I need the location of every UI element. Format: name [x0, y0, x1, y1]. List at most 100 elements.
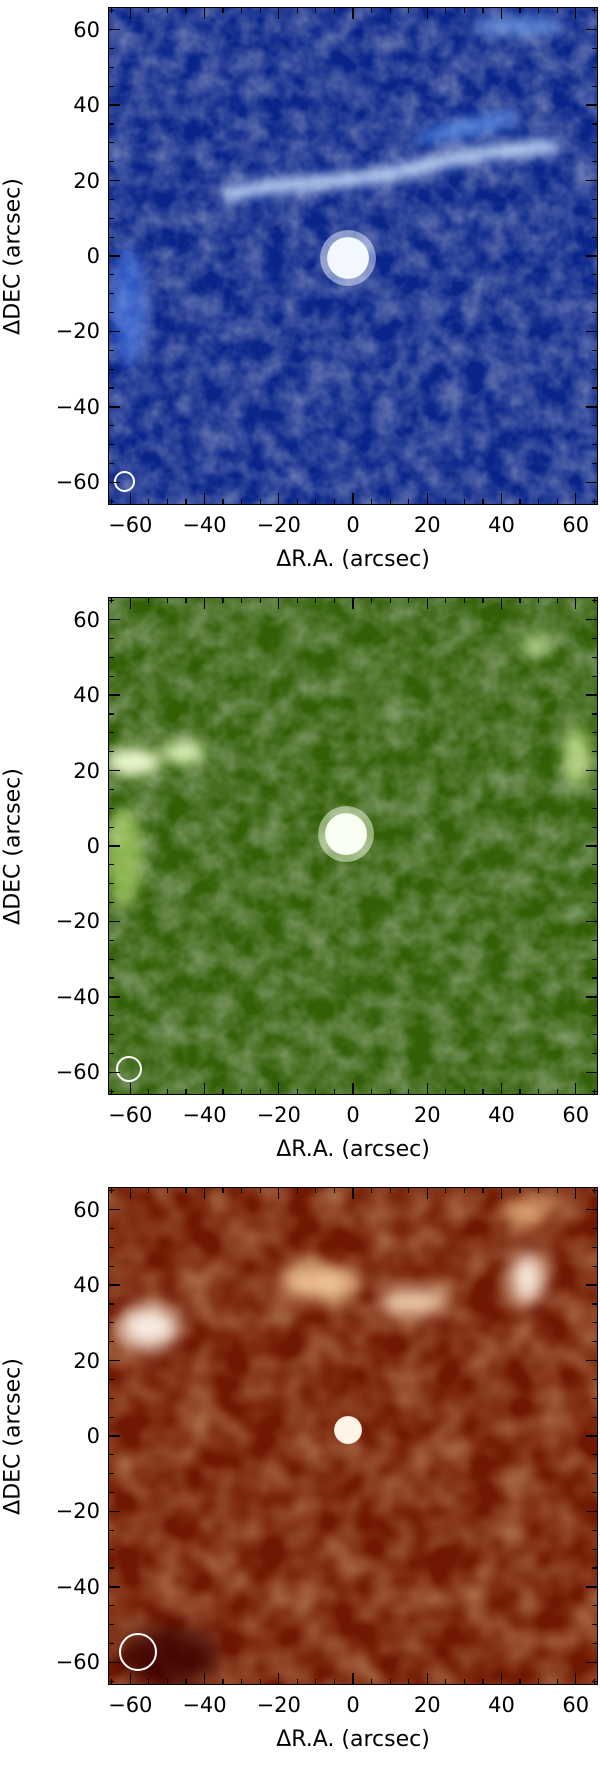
- intensity-map-image: [109, 1188, 597, 1684]
- y-tick-minor: [108, 1491, 114, 1494]
- y-tick-minor: [108, 1190, 114, 1192]
- y-tick-label: −60: [55, 1650, 100, 1675]
- x-tick-minor: [259, 7, 261, 13]
- x-tick-minor: [519, 597, 521, 603]
- x-tick-minor: [370, 1679, 373, 1685]
- x-tick-major: [203, 1673, 206, 1685]
- x-tick-minor: [593, 499, 595, 505]
- x-tick-major: [203, 493, 206, 505]
- x-tick-minor: [593, 597, 595, 603]
- y-tick-minor: [108, 600, 114, 602]
- x-tick-label: −20: [256, 513, 301, 537]
- y-tick-major: [586, 1586, 598, 1588]
- y-tick-minor: [108, 1416, 114, 1418]
- x-tick-minor: [556, 1187, 558, 1193]
- y-tick-minor: [592, 864, 598, 866]
- x-tick-major: [278, 1187, 280, 1199]
- y-tick-minor: [108, 1265, 114, 1267]
- x-tick-minor: [166, 597, 168, 603]
- x-tick-major: [203, 1187, 206, 1199]
- x-tick-minor: [370, 499, 373, 505]
- x-tick-minor: [445, 1089, 447, 1095]
- x-tick-minor: [482, 597, 484, 603]
- y-tick-minor: [108, 462, 114, 465]
- x-tick-minor: [519, 1187, 521, 1193]
- x-tick-minor: [111, 1089, 113, 1095]
- x-tick-minor: [463, 7, 465, 13]
- x-tick-minor: [445, 1187, 447, 1193]
- y-tick-minor: [592, 274, 598, 276]
- map-panel-green: −60 −40 −20 0 20 40 60 60 40 20 0 −20 −40 −60 ΔR.A. (a…: [0, 590, 600, 1180]
- x-tick-minor: [482, 1679, 484, 1685]
- y-tick-minor: [592, 198, 598, 200]
- y-tick-minor: [108, 500, 114, 502]
- x-tick-minor: [333, 1679, 336, 1685]
- y-tick-major: [586, 1359, 598, 1362]
- y-tick-minor: [592, 1529, 598, 1531]
- y-tick-minor: [108, 901, 114, 904]
- x-tick-minor: [111, 1187, 113, 1193]
- y-tick-label: 60: [73, 17, 100, 42]
- x-tick-major: [500, 1083, 503, 1095]
- x-tick-label: 40: [488, 1693, 515, 1717]
- y-tick-minor: [108, 732, 114, 734]
- x-tick-minor: [389, 1679, 391, 1685]
- x-tick-minor: [370, 597, 373, 603]
- y-tick-label: 0: [86, 1424, 100, 1448]
- x-tick-minor: [315, 1679, 317, 1685]
- x-tick-minor: [556, 499, 558, 505]
- x-tick-minor: [408, 7, 410, 13]
- x-tick-major: [129, 1673, 131, 1685]
- x-tick-minor: [408, 499, 410, 505]
- x-tick-minor: [463, 1187, 465, 1193]
- y-tick-minor: [108, 236, 114, 238]
- x-tick-minor: [241, 1089, 243, 1095]
- x-tick-minor: [166, 7, 168, 13]
- y-axis-title: ΔDEC (arcsec): [0, 178, 26, 335]
- y-tick-major: [586, 920, 598, 923]
- map-frame: [108, 7, 598, 505]
- y-tick-minor: [108, 1642, 114, 1645]
- y-tick-minor: [592, 217, 598, 219]
- y-tick-major: [108, 481, 120, 484]
- y-axis-title: ΔDEC (arcsec): [0, 1358, 26, 1515]
- y-tick-minor: [592, 500, 598, 502]
- y-tick-minor: [592, 1015, 598, 1017]
- y-tick-minor: [108, 1624, 114, 1626]
- y-tick-major: [586, 845, 598, 847]
- y-tick-minor: [592, 1548, 598, 1550]
- x-tick-minor: [259, 499, 261, 505]
- x-tick-minor: [519, 1089, 521, 1095]
- y-tick-minor: [592, 85, 598, 87]
- y-tick-minor: [592, 751, 598, 753]
- x-tick-minor: [463, 597, 465, 603]
- y-tick-minor: [108, 142, 114, 144]
- x-tick-major: [129, 7, 131, 19]
- x-tick-minor: [148, 597, 150, 603]
- y-tick-major: [108, 996, 120, 998]
- y-tick-minor: [108, 826, 114, 828]
- x-tick-minor: [482, 1187, 484, 1193]
- x-tick-label: −40: [182, 513, 227, 537]
- x-tick-minor: [482, 499, 484, 505]
- x-tick-minor: [296, 1679, 298, 1685]
- x-tick-minor: [111, 1679, 113, 1685]
- y-tick-major: [108, 618, 120, 621]
- y-tick-minor: [592, 368, 598, 370]
- beam-circle: [119, 1633, 157, 1671]
- x-tick-major: [500, 7, 503, 19]
- y-tick-minor: [592, 713, 598, 715]
- y-tick-minor: [108, 198, 114, 200]
- y-tick-major: [108, 330, 120, 333]
- x-tick-minor: [148, 1679, 150, 1685]
- y-tick-minor: [108, 1034, 114, 1036]
- y-tick-minor: [592, 901, 598, 904]
- x-tick-minor: [241, 597, 243, 603]
- x-tick-minor: [222, 1089, 224, 1095]
- x-tick-minor: [463, 1679, 465, 1685]
- y-tick-minor: [592, 675, 598, 677]
- y-tick-minor: [592, 1322, 598, 1324]
- y-tick-minor: [592, 66, 598, 68]
- x-tick-major: [352, 597, 354, 609]
- y-tick-major: [108, 1071, 120, 1074]
